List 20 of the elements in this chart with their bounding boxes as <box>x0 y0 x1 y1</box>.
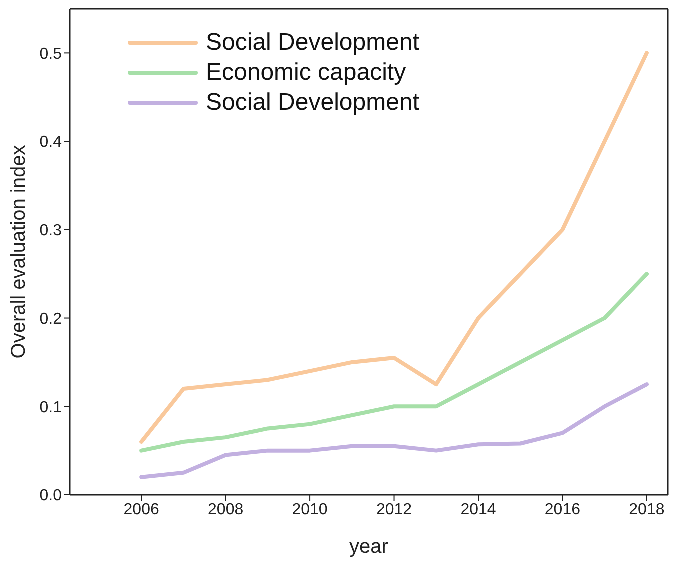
legend-label: Social Development <box>206 88 420 118</box>
y-tick-label: 0.3 <box>40 222 62 240</box>
legend-label: Economic capacity <box>206 58 406 88</box>
y-axis-title: Overall evaluation index <box>8 145 30 359</box>
x-axis-title: year <box>350 536 389 558</box>
y-tick-label: 0.4 <box>40 134 62 152</box>
y-tick-label: 0.2 <box>40 310 62 328</box>
x-tick-label: 2018 <box>629 501 665 518</box>
line-series <box>140 272 649 453</box>
y-tick-label: 0.0 <box>40 488 62 505</box>
x-tick-label: 2006 <box>124 501 160 518</box>
y-tick-label: 0.5 <box>40 46 62 63</box>
legend-label: Social Development <box>206 28 420 58</box>
x-tick-label: 2010 <box>292 501 328 518</box>
x-tick-label: 2008 <box>208 501 244 518</box>
line-series <box>140 382 649 480</box>
x-tick-label: 2014 <box>460 501 496 518</box>
x-tick-label: 2012 <box>376 501 412 518</box>
x-tick-label: 2016 <box>544 501 581 518</box>
y-tick-label: 0.1 <box>40 399 62 416</box>
